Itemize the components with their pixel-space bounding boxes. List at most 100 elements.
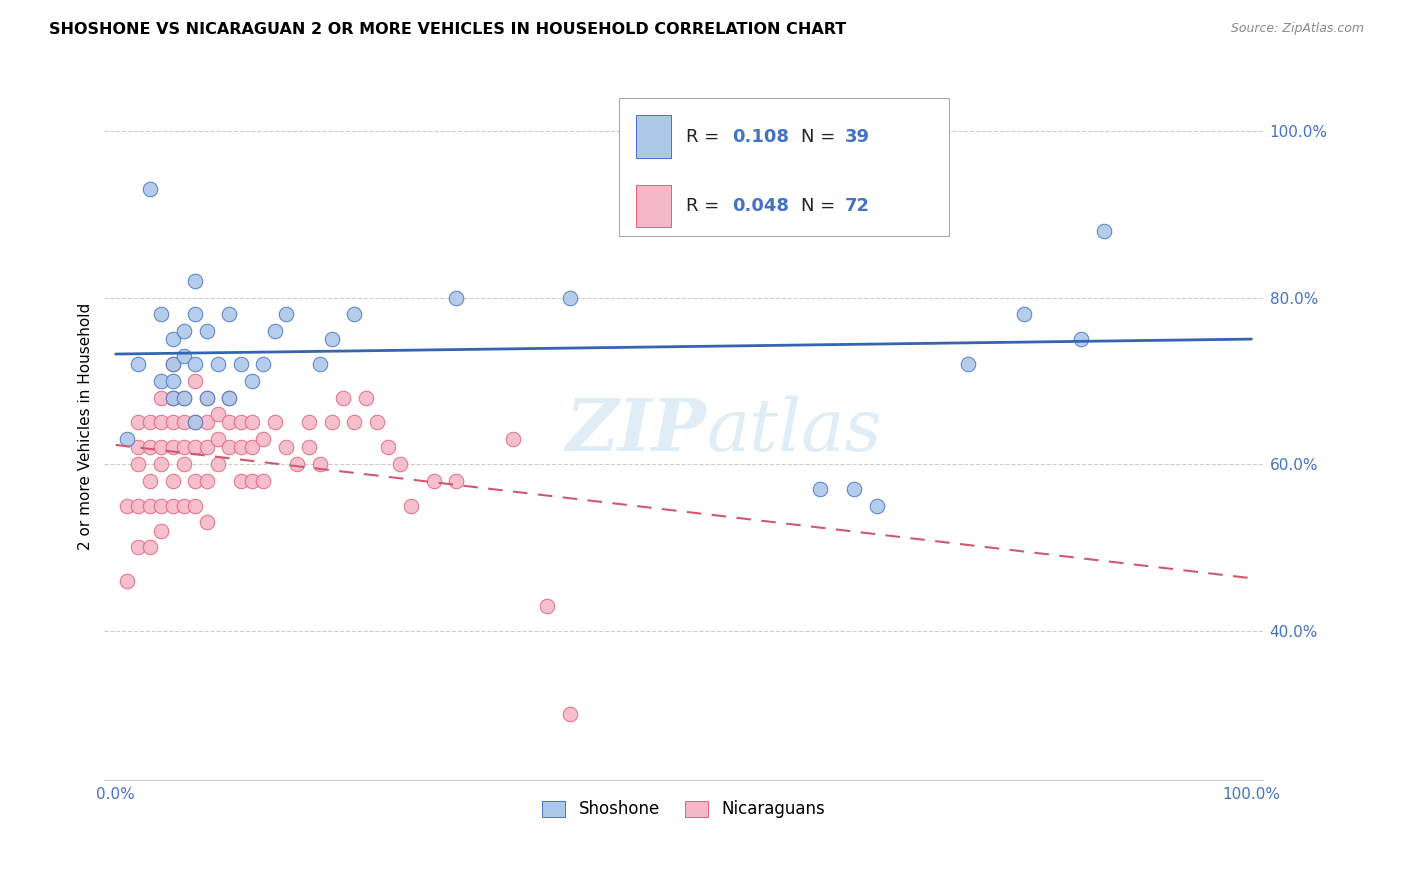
Point — [240, 416, 263, 430]
Point — [195, 474, 218, 488]
Point — [354, 391, 377, 405]
Point — [252, 474, 274, 488]
Point — [287, 457, 309, 471]
Point — [502, 432, 524, 446]
Point — [184, 357, 207, 371]
Point — [343, 307, 366, 321]
Point — [366, 416, 388, 430]
Point — [240, 474, 263, 488]
Point — [309, 357, 332, 371]
Point — [127, 441, 149, 455]
Point — [207, 432, 229, 446]
Point — [127, 416, 149, 430]
Point — [173, 416, 195, 430]
Point — [252, 357, 274, 371]
Point — [422, 474, 444, 488]
Point — [446, 291, 468, 305]
Text: N =: N = — [801, 128, 841, 145]
Point — [139, 499, 162, 513]
Point — [808, 482, 831, 496]
Text: Source: ZipAtlas.com: Source: ZipAtlas.com — [1230, 22, 1364, 36]
Point — [332, 391, 354, 405]
Legend: Shoshone, Nicaraguans: Shoshone, Nicaraguans — [536, 794, 832, 825]
Point — [207, 407, 229, 421]
Point — [1070, 332, 1092, 346]
Point — [162, 332, 184, 346]
Point — [162, 474, 184, 488]
Point — [162, 441, 184, 455]
Point — [1092, 224, 1115, 238]
Point — [162, 357, 184, 371]
Point — [173, 324, 195, 338]
Point — [218, 416, 240, 430]
Point — [218, 391, 240, 405]
Point — [240, 374, 263, 388]
Point — [162, 416, 184, 430]
Point — [150, 307, 173, 321]
Point — [399, 499, 422, 513]
Point — [127, 541, 149, 555]
Point — [139, 416, 162, 430]
Point — [240, 441, 263, 455]
Point — [263, 416, 285, 430]
Point — [184, 416, 207, 430]
Point — [150, 499, 173, 513]
Point — [842, 482, 865, 496]
Point — [184, 274, 207, 288]
Point — [536, 599, 558, 613]
Point — [218, 391, 240, 405]
Point — [115, 432, 138, 446]
Point — [446, 474, 468, 488]
Point — [309, 457, 332, 471]
Point — [207, 357, 229, 371]
Point — [184, 474, 207, 488]
Text: R =: R = — [686, 197, 725, 215]
Point — [321, 332, 343, 346]
Point — [173, 391, 195, 405]
Point — [162, 391, 184, 405]
Point — [184, 307, 207, 321]
Point — [195, 516, 218, 530]
Point — [252, 432, 274, 446]
Point — [184, 374, 207, 388]
Point — [229, 474, 252, 488]
Point — [274, 441, 297, 455]
Point — [877, 124, 900, 138]
Text: 72: 72 — [845, 197, 870, 215]
Point — [184, 499, 207, 513]
Point — [218, 441, 240, 455]
Point — [558, 291, 581, 305]
Point — [956, 357, 979, 371]
Text: R =: R = — [686, 128, 725, 145]
Point — [173, 391, 195, 405]
Point — [150, 391, 173, 405]
Point — [173, 499, 195, 513]
Point — [150, 524, 173, 538]
Point — [184, 416, 207, 430]
Point — [115, 499, 138, 513]
Point — [298, 441, 321, 455]
Point — [263, 324, 285, 338]
Point — [162, 357, 184, 371]
Point — [173, 441, 195, 455]
Point — [139, 541, 162, 555]
Text: 39: 39 — [845, 128, 870, 145]
Point — [162, 374, 184, 388]
Point — [218, 307, 240, 321]
Point — [274, 307, 297, 321]
Point — [162, 391, 184, 405]
Point — [1014, 307, 1036, 321]
Point — [150, 441, 173, 455]
Point — [195, 391, 218, 405]
Point — [866, 499, 889, 513]
Point — [207, 457, 229, 471]
Point — [139, 182, 162, 196]
Point — [150, 457, 173, 471]
Text: atlas: atlas — [706, 395, 882, 466]
Point — [184, 441, 207, 455]
Point — [343, 416, 366, 430]
Point — [115, 574, 138, 588]
Point — [173, 349, 195, 363]
Text: N =: N = — [801, 197, 841, 215]
Point — [321, 416, 343, 430]
